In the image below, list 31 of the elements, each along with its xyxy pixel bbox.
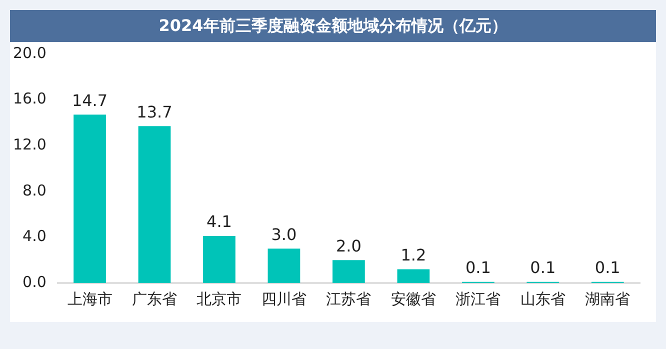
x-tick-label: 湖南省 bbox=[585, 290, 630, 308]
bar bbox=[203, 236, 236, 283]
x-tick-label: 四川省 bbox=[261, 290, 306, 308]
data-label: 2.0 bbox=[336, 236, 362, 256]
data-label: 0.1 bbox=[530, 258, 556, 278]
x-tick-label: 北京市 bbox=[196, 290, 242, 308]
x-tick-label: 山东省 bbox=[520, 290, 566, 308]
y-tick-label: 0.0 bbox=[22, 272, 46, 291]
data-label: 0.1 bbox=[465, 258, 491, 278]
data-label: 4.1 bbox=[206, 212, 232, 232]
data-label: 1.2 bbox=[400, 245, 426, 264]
y-tick-label: 20.0 bbox=[12, 44, 46, 62]
x-tick-label: 江苏省 bbox=[326, 290, 372, 308]
x-tick-label: 广东省 bbox=[132, 290, 177, 308]
data-label: 13.7 bbox=[136, 102, 172, 122]
data-label: 14.7 bbox=[72, 90, 108, 110]
data-label: 0.1 bbox=[594, 258, 620, 278]
bar bbox=[332, 260, 365, 283]
bar bbox=[138, 126, 171, 283]
bar bbox=[74, 114, 106, 283]
data-label: 3.0 bbox=[271, 224, 297, 244]
x-tick-label: 安徽省 bbox=[390, 290, 436, 308]
y-tick-label: 16.0 bbox=[12, 90, 46, 108]
y-tick-label: 12.0 bbox=[12, 135, 46, 154]
x-tick-label: 浙江省 bbox=[456, 290, 501, 308]
y-tick-label: 4.0 bbox=[22, 227, 46, 246]
bar bbox=[397, 269, 430, 283]
chart-title: 2024年前三季度融资金额地域分布情况（亿元） bbox=[10, 10, 656, 42]
x-tick-label: 上海市 bbox=[67, 290, 112, 308]
bar bbox=[268, 248, 300, 283]
y-tick-label: 8.0 bbox=[22, 181, 46, 200]
